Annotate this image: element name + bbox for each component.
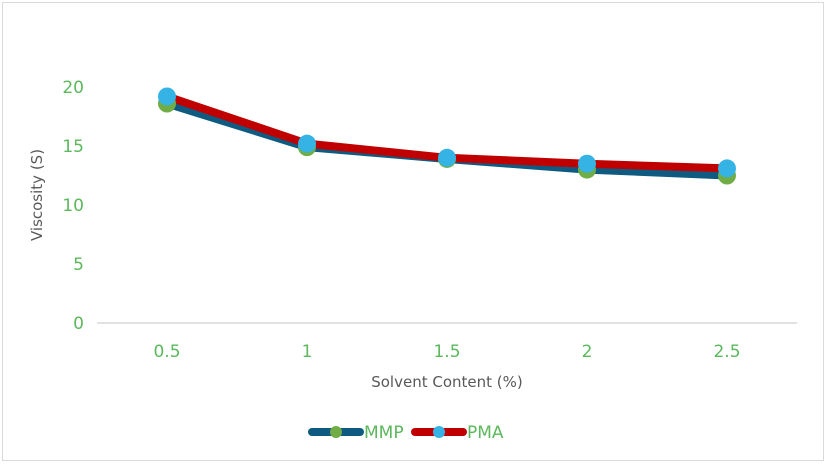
legend-marker-icon bbox=[330, 426, 342, 438]
y-axis-ticks: 0 5 10 15 20 bbox=[62, 78, 84, 334]
x-axis-ticks: 0.5 1 1.5 2 2.5 bbox=[153, 342, 740, 362]
data-point-marker bbox=[298, 134, 316, 153]
legend-item-mmp: MMP bbox=[308, 423, 404, 443]
y-tick-label: 10 bbox=[62, 196, 84, 216]
y-axis-title: Viscosity (S) bbox=[28, 149, 46, 241]
data-point-marker bbox=[438, 148, 456, 167]
y-tick-label: 15 bbox=[62, 137, 84, 157]
y-tick-label: 20 bbox=[62, 78, 84, 98]
y-tick-label: 5 bbox=[73, 255, 84, 275]
legend-label: PMA bbox=[467, 423, 504, 443]
series-lines bbox=[158, 87, 736, 185]
x-tick-label: 1.5 bbox=[433, 342, 460, 362]
data-point-marker bbox=[578, 154, 596, 173]
x-tick-label: 0.5 bbox=[153, 342, 180, 362]
y-tick-label: 0 bbox=[73, 314, 84, 334]
data-point-marker bbox=[718, 159, 736, 178]
x-tick-label: 2 bbox=[582, 342, 593, 362]
data-point-marker bbox=[158, 87, 176, 106]
legend-label: MMP bbox=[364, 423, 404, 443]
chart-frame bbox=[2, 2, 824, 461]
x-tick-label: 1 bbox=[302, 342, 313, 362]
legend-marker-icon bbox=[433, 426, 445, 438]
x-axis-title: Solvent Content (%) bbox=[371, 373, 523, 391]
legend: MMP PMA bbox=[308, 423, 504, 443]
x-tick-label: 2.5 bbox=[713, 342, 740, 362]
legend-item-pma: PMA bbox=[411, 423, 504, 443]
markers-pma bbox=[158, 87, 736, 178]
